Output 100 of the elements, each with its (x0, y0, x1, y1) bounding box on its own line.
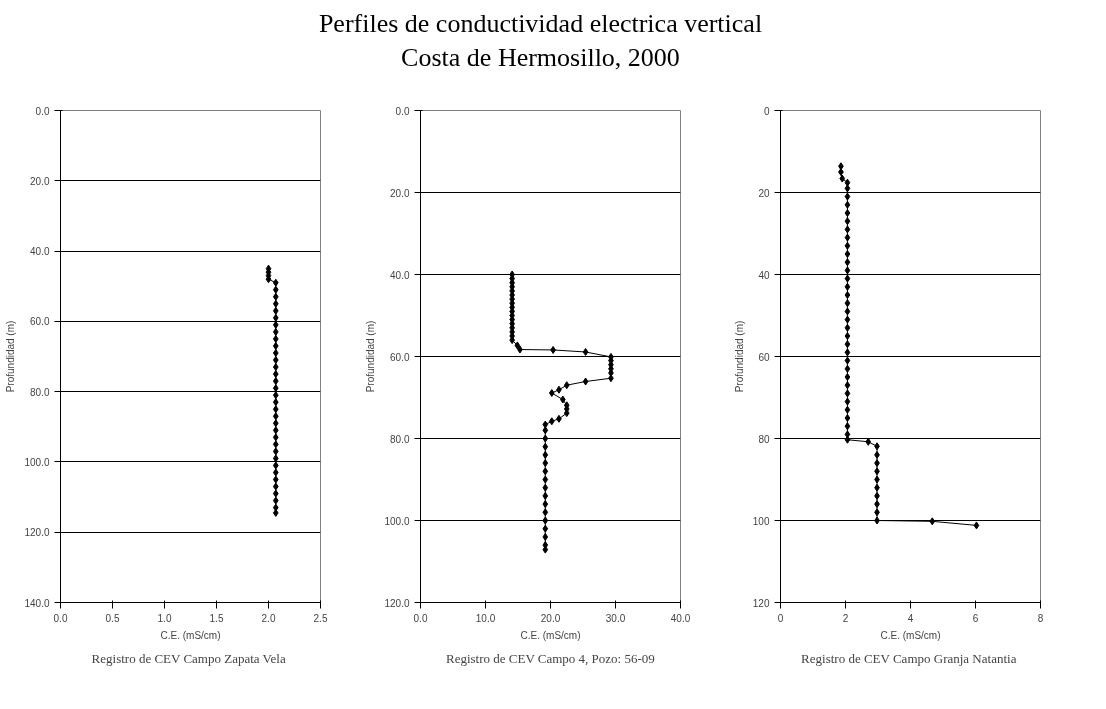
point (844, 250, 851, 258)
point (844, 405, 851, 414)
point (844, 373, 851, 381)
point (542, 524, 549, 533)
point (973, 521, 980, 530)
x-tick-label: 0 (777, 612, 784, 624)
y-tick-label: 0.0 (35, 105, 50, 117)
point (844, 397, 851, 406)
point (844, 291, 851, 299)
x-tick-label: 0.0 (413, 612, 428, 624)
point (844, 299, 851, 308)
point (844, 381, 851, 390)
y-tick-label: 20.0 (30, 175, 50, 187)
text: Registro de CEV Campo Granja Natantia (801, 650, 1017, 666)
y-tick-label: 20 (758, 187, 770, 199)
point (548, 388, 555, 397)
point (844, 258, 851, 267)
point (844, 266, 851, 275)
point (542, 491, 549, 500)
point (929, 517, 936, 526)
y-axis-title: Profundidad (m) (733, 320, 745, 393)
y-tick-label: 0 (763, 105, 770, 117)
point (844, 348, 851, 357)
x-axis-title: C.E. (mS/cm) (520, 629, 581, 641)
y-tick-label: 80.0 (390, 433, 410, 445)
point (844, 217, 851, 226)
point (582, 347, 589, 356)
y-tick-label: 80.0 (30, 386, 50, 398)
y-tick-label: 60 (758, 351, 770, 363)
x-axis-title: C.E. (mS/cm) (160, 629, 221, 641)
point (542, 500, 549, 509)
y-tick-label: 100 (752, 515, 770, 527)
point (542, 442, 549, 451)
y-tick-label: 60.0 (30, 316, 50, 328)
y-axis-title: Profundidad (m) (365, 320, 377, 393)
point (844, 184, 851, 193)
point (542, 475, 549, 484)
point (844, 340, 851, 349)
y-tick-label: 40 (758, 269, 770, 281)
x-axis-title: C.E. (mS/cm) (880, 629, 941, 641)
y-tick-label: 40.0 (390, 269, 410, 281)
point (542, 467, 549, 476)
point (844, 323, 851, 332)
point (844, 422, 851, 431)
point (542, 483, 549, 492)
text: Perfiles de conductividad electrica vertical Costa de Hermosillo, 2000 (318, 8, 763, 73)
x-tick-label: 0.0 (53, 612, 68, 624)
point (582, 377, 589, 386)
point (844, 274, 851, 283)
point (542, 508, 549, 517)
x-tick-label: 0.5 (105, 612, 120, 624)
y-tick-label: 80 (758, 433, 770, 445)
y-tick-label: 120.0 (384, 597, 410, 609)
point (844, 241, 851, 250)
point (844, 307, 851, 316)
x-tick-label: 4 (907, 612, 914, 624)
x-tick-label: 2.0 (261, 612, 276, 624)
x-tick-label: 10.0 (475, 612, 496, 624)
y-tick-label: 40.0 (30, 246, 50, 258)
point (844, 332, 851, 340)
y-tick-label: 100.0 (24, 456, 50, 468)
x-tick-label: 40.0 (670, 612, 691, 624)
y-tick-label: 0.0 (395, 105, 410, 117)
point (542, 459, 549, 468)
point (844, 364, 851, 373)
y-tick-label: 100.0 (384, 515, 410, 527)
x-tick-label: 1.0 (157, 612, 172, 624)
y-tick-label: 60.0 (390, 351, 410, 363)
x-tick-label: 1.5 (209, 612, 224, 624)
y-tick-label: 120.0 (24, 527, 50, 539)
point (844, 282, 851, 291)
point (542, 532, 549, 541)
point (844, 209, 851, 217)
point (844, 200, 851, 209)
x-tick-label: 8 (1037, 612, 1044, 624)
point (844, 356, 851, 365)
point (844, 178, 851, 187)
y-tick-label: 140.0 (24, 597, 50, 609)
y-axis-title: Profundidad (m) (5, 320, 17, 393)
text: Registro de CEV Campo Zapata Vela (91, 650, 286, 666)
x-tick-label: 2 (842, 612, 849, 624)
point (844, 414, 851, 422)
y-tick-label: 120 (752, 597, 770, 609)
point (542, 450, 549, 459)
point (542, 434, 549, 443)
x-tick-label: 6 (972, 612, 979, 624)
point (844, 389, 851, 398)
point (839, 174, 846, 183)
y-tick-label: 20.0 (390, 187, 410, 199)
point (563, 381, 570, 390)
point (542, 426, 549, 435)
point (844, 192, 851, 201)
point (542, 516, 549, 525)
point (844, 225, 851, 234)
x-tick-label: 20.0 (540, 612, 561, 624)
point (844, 315, 851, 324)
x-tick-label: 2.5 (313, 612, 328, 624)
point (844, 233, 851, 242)
point (838, 168, 844, 176)
text: Registro de CEV Campo 4, Pozo: 56-09 (445, 650, 655, 666)
